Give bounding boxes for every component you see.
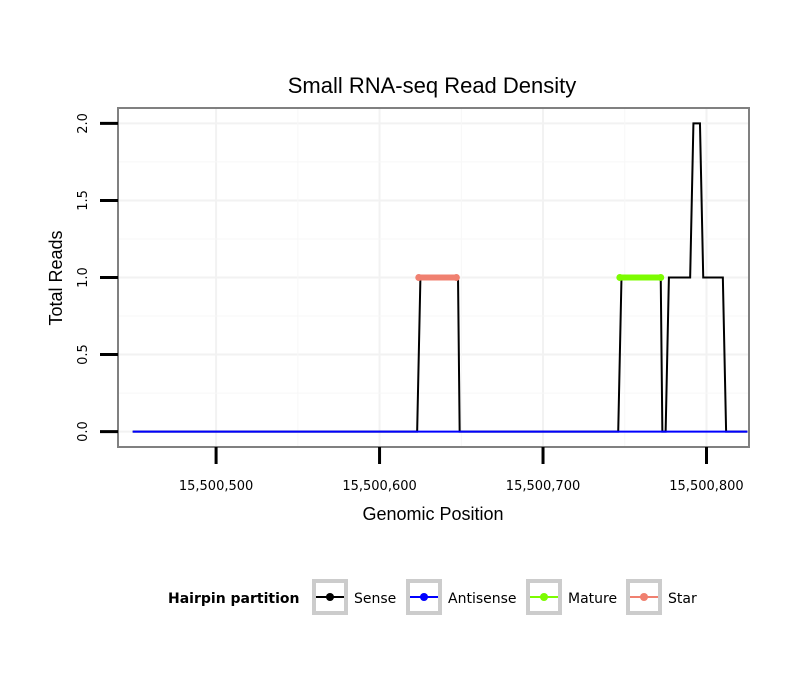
legend-label-sense: Sense (354, 591, 396, 607)
x-axis-title: Genomic Position (362, 504, 503, 524)
y-tick-label-0: 0.0 (76, 421, 91, 442)
y-tick-label-2: 1.0 (76, 267, 91, 288)
x-tick-label-1: 15,500,600 (342, 479, 416, 494)
legend-title: Hairpin partition (168, 591, 299, 607)
legend-label-star: Star (668, 591, 697, 607)
axis-ticks: 15,500,500 15,500,600 15,500,700 15,500,800… (76, 113, 744, 494)
chart-title: Small RNA-seq Read Density (288, 73, 577, 98)
y-tick-label-1: 0.5 (76, 344, 91, 365)
legend-key-point-mature (540, 593, 548, 601)
y-axis-title: Total Reads (46, 230, 66, 325)
legend-label-mature: Mature (568, 591, 617, 607)
series-point-mature-0 (616, 274, 624, 281)
x-tick-label-3: 15,500,800 (669, 479, 743, 494)
x-tick-label-2: 15,500,700 (506, 479, 580, 494)
legend-label-antisense: Antisense (448, 591, 517, 607)
y-tick-label-4: 2.0 (76, 113, 91, 134)
y-tick-label-3: 1.5 (76, 190, 91, 211)
legend-key-point-sense (326, 593, 334, 601)
series-point-mature-1 (657, 274, 665, 281)
series-point-star-0 (415, 274, 423, 281)
legend-key-point-star (640, 593, 648, 601)
series-layer (132, 122, 748, 433)
legend: Hairpin partition Sense Antisense Mature St… (168, 579, 697, 615)
legend-key-point-antisense (420, 593, 428, 601)
series-point-star-1 (452, 274, 460, 281)
x-tick-label-0: 15,500,500 (179, 479, 253, 494)
